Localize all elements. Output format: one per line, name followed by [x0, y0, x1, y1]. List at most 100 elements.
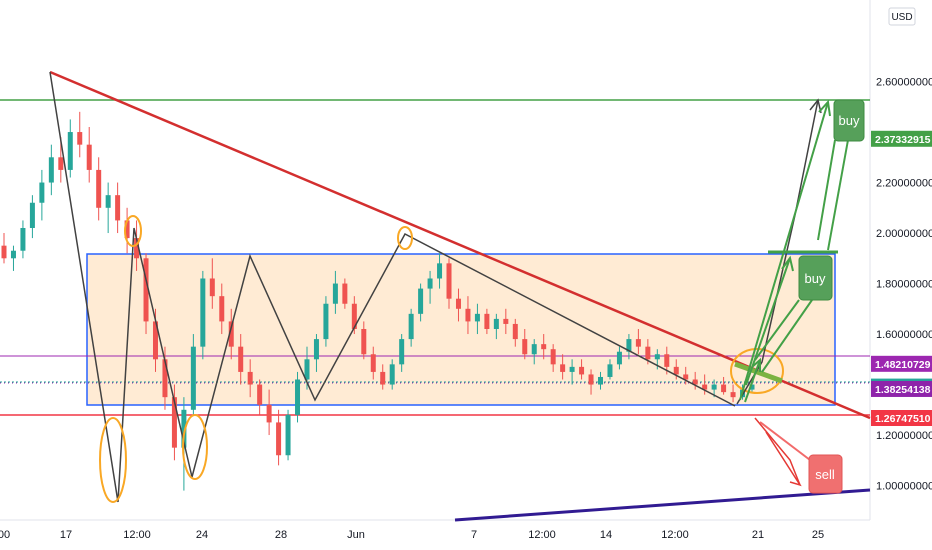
swing-low-ellipse-2[interactable] [182, 414, 208, 480]
candle [162, 346, 168, 410]
breakout-ellipse[interactable] [730, 348, 784, 394]
candle [455, 288, 461, 322]
candle-body [683, 374, 689, 380]
time-tick-label: 17 [60, 529, 72, 541]
candle [77, 111, 83, 158]
candle-body [67, 132, 73, 170]
candle-body [579, 366, 585, 375]
candle [541, 334, 547, 360]
candle [531, 339, 537, 365]
candle [607, 359, 613, 380]
ascending-trendline[interactable] [454, 488, 871, 522]
candle-body [598, 376, 604, 385]
candle-body [39, 182, 45, 203]
candle [579, 359, 585, 380]
candle-body [295, 379, 301, 415]
candle-body [10, 250, 16, 259]
candle [616, 346, 622, 370]
price-label-box [871, 130, 932, 147]
candle-body [474, 313, 480, 322]
candle-body [616, 351, 622, 365]
callout-buy-2[interactable]: buy [754, 255, 833, 373]
candle [190, 334, 196, 415]
candle-body [228, 321, 234, 347]
candle [276, 409, 282, 466]
price-label: 1.26747510 [871, 410, 932, 426]
candle [266, 389, 272, 436]
swing-high-ellipse[interactable] [124, 215, 142, 247]
candle-body [86, 144, 92, 170]
time-tick-label: 25 [812, 529, 824, 541]
candle-body [427, 278, 433, 289]
candle-body [399, 339, 405, 365]
price-label-text: 1.38254138 [875, 384, 931, 396]
candle-body [522, 339, 528, 355]
price-tick-label: 1.00000000 [876, 481, 932, 493]
candle-body [588, 374, 594, 385]
currency-badge[interactable] [888, 7, 916, 26]
candle-body [493, 318, 499, 329]
candle [399, 334, 405, 372]
candle-body [673, 366, 679, 375]
callout-sell[interactable]: sell [759, 421, 843, 494]
candle-body [48, 157, 54, 183]
zigzag-pattern[interactable] [49, 71, 736, 503]
candle-body [1, 245, 7, 259]
candle-body [29, 202, 35, 228]
projection-arrows[interactable] [736, 98, 838, 487]
green-projection-arrow-2 [745, 257, 791, 386]
candle-body [654, 354, 660, 360]
candle [635, 328, 641, 355]
candle [626, 334, 632, 360]
candle-body [749, 384, 755, 390]
candle [550, 344, 556, 372]
candle [323, 296, 329, 347]
callout-buy-1[interactable]: buy [817, 99, 865, 251]
candle-body [389, 364, 395, 385]
candle [512, 318, 518, 347]
candle-body [171, 397, 177, 448]
price-tick-label: 1.20000000 [876, 430, 932, 442]
candle [209, 258, 215, 309]
time-tick-label: 21 [752, 529, 764, 541]
candle-body [702, 384, 708, 390]
candle-body [607, 364, 613, 377]
candle [560, 354, 566, 380]
time-tick-label: 12:00 [661, 529, 689, 541]
swing-high-ellipse-2[interactable] [397, 226, 413, 250]
candle [10, 245, 16, 271]
candle [285, 409, 291, 461]
candle-body [437, 263, 443, 279]
candle [522, 328, 528, 360]
candle [295, 371, 301, 423]
candle [588, 369, 594, 395]
breakout-marker [734, 361, 783, 384]
candle-body [276, 422, 282, 456]
candle [474, 303, 480, 335]
candle-body [219, 296, 225, 322]
candle [143, 253, 149, 335]
candle-body [105, 195, 111, 208]
price-label: 2.37332915 [871, 130, 932, 147]
candle [171, 384, 177, 461]
candle-body [115, 195, 121, 221]
candle-body [200, 278, 206, 347]
candle [418, 283, 424, 322]
candle-body [134, 238, 140, 259]
candle [569, 359, 575, 385]
candle-body [332, 283, 338, 304]
candle-body [77, 132, 83, 145]
price-axis[interactable]: 2.60000000 2.20000000 2.00000000 1.80000000… [876, 77, 932, 493]
time-axis[interactable]: 00 17 12:00 24 28 Jun 7 12:00 14 12:00 21 25 [0, 529, 824, 541]
candle [86, 126, 92, 183]
candle-body [181, 409, 187, 448]
candle [370, 346, 376, 380]
candle [683, 366, 689, 385]
candle-body [190, 346, 196, 410]
candle-body [342, 283, 348, 304]
candle-body [503, 318, 509, 324]
swing-low-ellipse[interactable] [99, 417, 127, 503]
candle-body [626, 339, 632, 352]
candle [48, 144, 54, 196]
